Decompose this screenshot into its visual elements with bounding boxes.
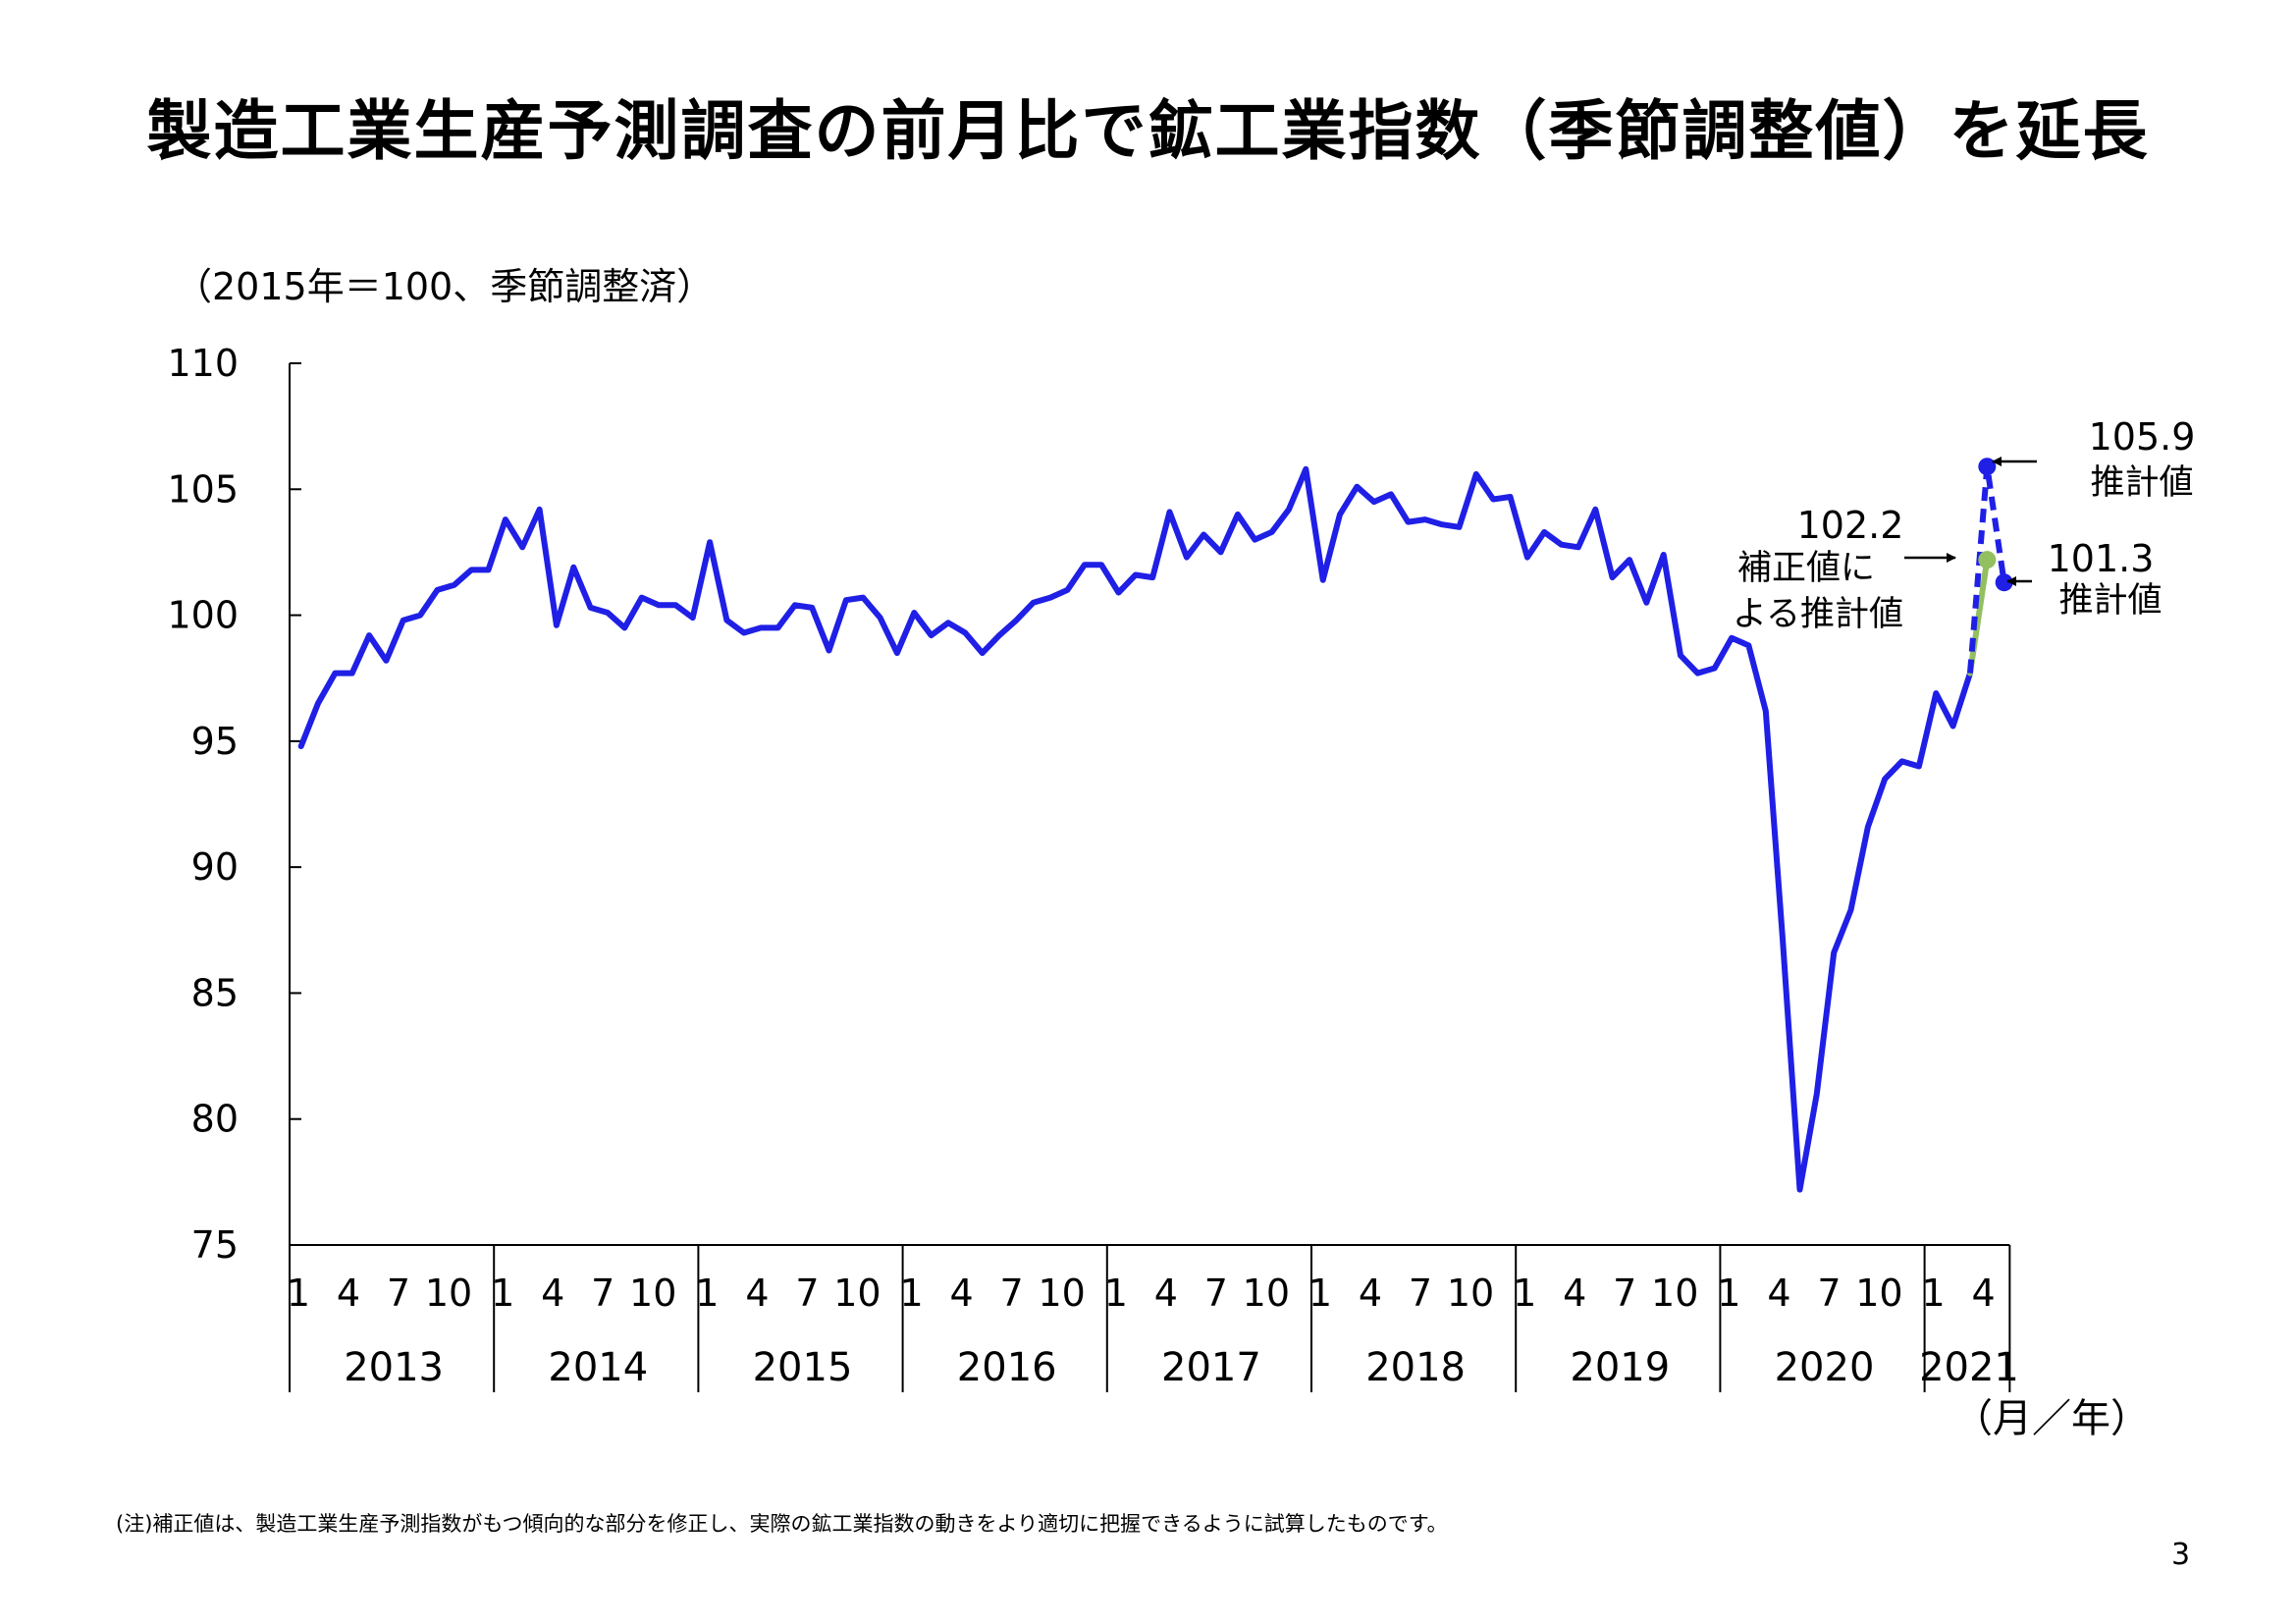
y-tick-label: 105 [167,467,239,511]
year-label: 2013 [344,1345,444,1390]
month-tick-label: 7 [1817,1272,1841,1315]
corrected-value: 102.2 [1797,504,1904,547]
month-tick-label: 1 [900,1272,924,1315]
year-label: 2020 [1775,1345,1875,1390]
month-tick-label: 10 [1651,1272,1698,1315]
year-label: 2019 [1570,1345,1670,1390]
year-label: 2015 [753,1345,853,1390]
x-axis-label: （月／年） [1953,1396,2150,1441]
corrected-estimate-line [1966,557,1991,677]
month-tick-label: 4 [337,1272,360,1315]
y-tick-label: 85 [191,971,239,1014]
estimate-2-value: 101.3 [2048,537,2155,580]
month-tick-label: 4 [541,1272,564,1315]
annotation-layer: 105.9 推計値 101.3 推計値 102.2 補正値に よる推計値 [1733,415,2195,634]
month-tick-label: 1 [1513,1272,1536,1315]
y-tick-label: 100 [167,594,239,637]
month-tick-label: 7 [1613,1272,1636,1315]
month-tick-label: 10 [425,1272,472,1315]
month-tick-label: 1 [1308,1272,1332,1315]
month-tick-label: 10 [833,1272,881,1315]
month-tick-label: 4 [745,1272,769,1315]
year-label: 2021 [1919,1345,2019,1390]
y-tick-label: 75 [191,1223,239,1267]
year-label: 2017 [1161,1345,1261,1390]
corrected-label-2: よる推計値 [1733,595,1903,634]
month-tick-label: 4 [1972,1272,1996,1315]
estimate-point-1 [1978,458,1997,476]
month-tick-label: 1 [1717,1272,1740,1315]
month-tick-label: 7 [1409,1272,1432,1315]
corrected-label-1: 補正値に [1737,549,1875,588]
page-number: 3 [2171,1538,2191,1572]
estimate-1-label: 推計値 [2090,463,2193,503]
unit-label: （2015年＝100、季節調整済） [175,265,714,308]
month-tick-label: 4 [1563,1272,1586,1315]
month-tick-label: 7 [591,1272,614,1315]
month-tick-label: 10 [629,1272,676,1315]
month-tick-label: 7 [1000,1272,1024,1315]
estimate-1-value: 105.9 [2089,415,2196,459]
series-layer [297,458,2013,1193]
month-tick-label: 1 [491,1272,514,1315]
month-tick-label: 4 [1154,1272,1178,1315]
month-tick-label: 7 [795,1272,819,1315]
month-tick-label: 4 [950,1272,974,1315]
page-title: 製造工業生産予測調査の前月比で鉱工業指数（季節調整値）を延長 [146,93,2150,169]
month-tick-label: 7 [387,1272,410,1315]
month-tick-label: 1 [1922,1272,1946,1315]
index-series-line [297,465,1973,1193]
month-tick-label: 4 [1359,1272,1382,1315]
month-tick-label: 10 [1038,1272,1085,1315]
year-label: 2018 [1365,1345,1466,1390]
month-tick-label: 4 [1767,1272,1790,1315]
y-tick-label: 80 [191,1098,239,1141]
month-tick-label: 10 [1243,1272,1290,1315]
month-tick-label: 1 [287,1272,310,1315]
y-axis: 110 105 100 95 90 85 80 75 [167,342,301,1267]
y-tick-label: 95 [191,720,239,763]
month-tick-label: 1 [1104,1272,1128,1315]
month-tick-label: 10 [1447,1272,1494,1315]
month-tick-label: 7 [1204,1272,1228,1315]
month-tick-label: 1 [695,1272,719,1315]
footnote: (注)補正値は、製造工業生産予測指数がもつ傾向的な部分を修正し、実際の鉱工業指数… [116,1512,1448,1536]
y-tick-label: 110 [167,342,239,385]
year-label: 2016 [957,1345,1057,1390]
year-label: 2014 [548,1345,648,1390]
corrected-estimate-point [1978,551,1997,569]
y-tick-label: 90 [191,845,239,889]
estimate-2-label: 推計値 [2058,581,2162,621]
month-tick-label: 10 [1855,1272,1902,1315]
